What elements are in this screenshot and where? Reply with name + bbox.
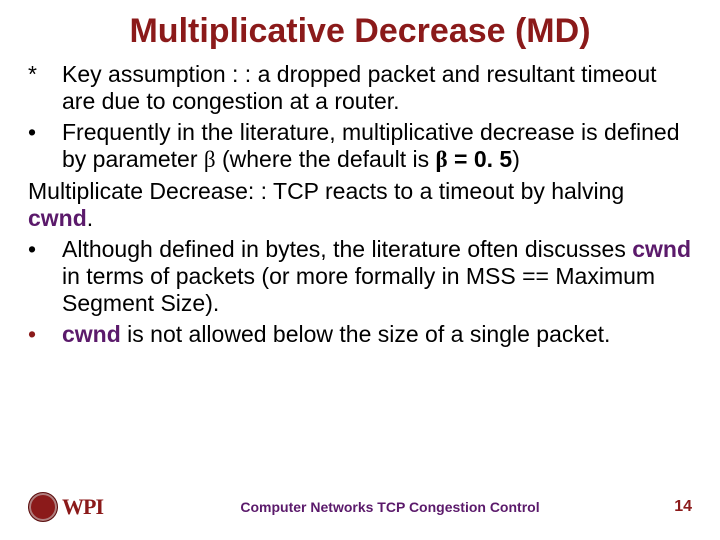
cwnd-label-1: cwnd bbox=[28, 205, 87, 231]
beta-symbol-2: β bbox=[436, 147, 448, 172]
bullet-3-text-b: . bbox=[87, 205, 93, 231]
bullet-1-text: Key assumption : : a dropped packet and … bbox=[62, 61, 657, 114]
bullet-5: • cwnd is not allowed below the size of … bbox=[62, 321, 692, 348]
bullet-4: • Although defined in bytes, the literat… bbox=[62, 236, 692, 317]
beta-symbol-1: β bbox=[204, 147, 216, 172]
bullet-2-marker: • bbox=[28, 119, 56, 146]
bullet-2: • Frequently in the literature, multipli… bbox=[62, 119, 692, 173]
slide: Multiplicative Decrease (MD) * Key assum… bbox=[0, 0, 720, 540]
footer-center: Computer Networks TCP Congestion Control bbox=[138, 499, 642, 515]
bullet-4-marker: • bbox=[28, 236, 56, 263]
seal-icon bbox=[28, 492, 58, 522]
bullet-2-text-c: = 0. 5 bbox=[448, 146, 513, 172]
bullet-5-marker: • bbox=[28, 321, 56, 348]
bullet-3: Multiplicate Decrease: : TCP reacts to a… bbox=[28, 178, 692, 232]
footer: WPI Computer Networks TCP Congestion Con… bbox=[0, 492, 720, 522]
bullet-5-text-a: is not allowed below the size of a singl… bbox=[121, 321, 611, 347]
page-number: 14 bbox=[642, 498, 692, 516]
slide-title: Multiplicative Decrease (MD) bbox=[0, 0, 720, 61]
cwnd-label-2: cwnd bbox=[632, 236, 691, 262]
bullet-1: * Key assumption : : a dropped packet an… bbox=[62, 61, 692, 115]
slide-body: * Key assumption : : a dropped packet an… bbox=[0, 61, 720, 348]
logo: WPI bbox=[28, 492, 138, 522]
bullet-4-text-b: in terms of packets (or more formally in… bbox=[62, 263, 655, 316]
bullet-3-text-a: Multiplicate Decrease: : TCP reacts to a… bbox=[28, 178, 624, 204]
cwnd-label-3: cwnd bbox=[62, 321, 121, 347]
bullet-1-marker: * bbox=[28, 61, 56, 88]
bullet-2-text-d: ) bbox=[512, 146, 520, 172]
bullet-2-text-b: (where the default is bbox=[216, 146, 436, 172]
logo-text: WPI bbox=[62, 494, 103, 520]
bullet-4-text-a: Although defined in bytes, the literatur… bbox=[62, 236, 632, 262]
